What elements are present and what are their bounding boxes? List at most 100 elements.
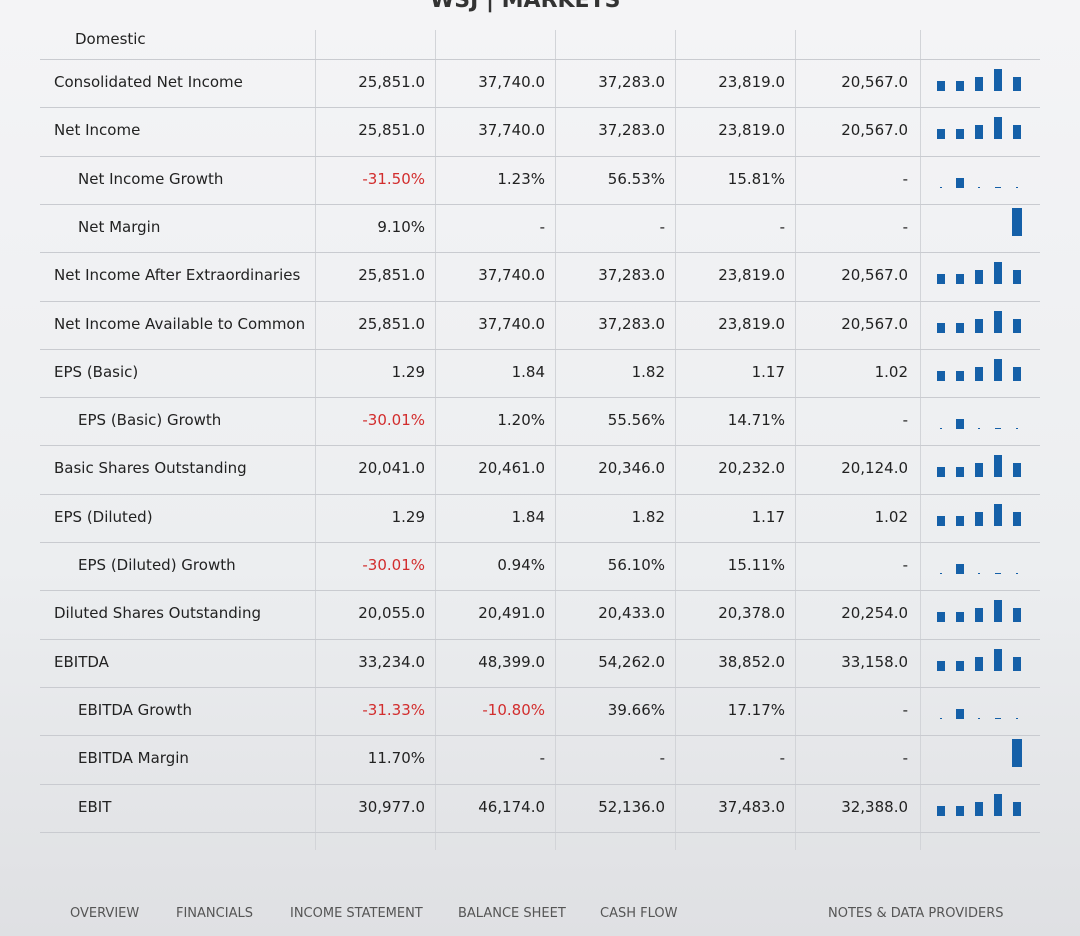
footer-link[interactable]: CASH FLOW bbox=[600, 906, 678, 921]
sparkline-bar bbox=[1013, 463, 1021, 478]
row-divider bbox=[40, 348, 1040, 350]
value-cell: 20,433.0 bbox=[598, 604, 665, 623]
value-cell: 20,567.0 bbox=[841, 314, 908, 333]
value-cell: 20,041.0 bbox=[358, 459, 425, 478]
value-cell: 52,136.0 bbox=[598, 797, 665, 816]
value-cell: - bbox=[902, 217, 908, 236]
value-cell: 1.84 bbox=[511, 362, 545, 381]
footer-link[interactable]: OVERVIEW bbox=[70, 906, 140, 921]
value-cell: 37,740.0 bbox=[478, 266, 545, 285]
value-cell: - bbox=[779, 749, 785, 768]
sparkline-bar bbox=[956, 129, 964, 140]
row-label: EBIT bbox=[78, 797, 112, 816]
row-divider bbox=[40, 493, 1040, 495]
sparkline-bar bbox=[994, 117, 1002, 140]
value-cell: 25,851.0 bbox=[358, 314, 425, 333]
value-cell: 0.94% bbox=[497, 556, 545, 574]
sparkline-bar bbox=[978, 186, 980, 188]
sparkline-bar bbox=[994, 262, 1002, 285]
value-cell: - bbox=[659, 217, 665, 236]
sparkline-bar bbox=[1013, 318, 1021, 333]
column-divider bbox=[555, 30, 556, 850]
column-divider bbox=[315, 30, 316, 850]
value-cell: 1.17 bbox=[751, 507, 785, 526]
footer-link[interactable]: NOTES & DATA PROVIDERS bbox=[828, 906, 1004, 921]
value-cell: -10.80% bbox=[482, 700, 545, 719]
row-divider bbox=[40, 300, 1040, 302]
row-label: Net Margin bbox=[78, 217, 161, 236]
value-cell: 17.17% bbox=[727, 700, 785, 719]
value-cell: - bbox=[539, 217, 545, 236]
sparkline-bar bbox=[940, 428, 942, 430]
sparkline-bar bbox=[937, 322, 945, 333]
value-cell: 20,378.0 bbox=[718, 604, 785, 623]
value-cell: 33,158.0 bbox=[841, 652, 908, 671]
sparkline-bar bbox=[975, 656, 983, 671]
sparkline-bar bbox=[1013, 270, 1021, 285]
sparkline-bar bbox=[1013, 608, 1021, 623]
sparkline-bar bbox=[937, 612, 945, 623]
value-cell: - bbox=[659, 749, 665, 768]
value-cell: 20,232.0 bbox=[718, 459, 785, 478]
sparkline-bar bbox=[975, 77, 983, 91]
value-cell: 20,055.0 bbox=[358, 604, 425, 623]
footer-link[interactable]: BALANCE SHEET bbox=[458, 906, 566, 921]
sparkline-bar bbox=[1012, 207, 1022, 236]
value-cell: -30.01% bbox=[362, 556, 425, 574]
sparkline-bar bbox=[975, 511, 983, 526]
value-cell: 23,819.0 bbox=[718, 266, 785, 285]
value-cell: - bbox=[902, 749, 908, 768]
row-divider bbox=[40, 542, 1040, 543]
row-label: Net Income bbox=[54, 121, 141, 140]
footer-link[interactable]: INCOME STATEMENT bbox=[290, 906, 423, 921]
value-cell: 37,740.0 bbox=[478, 314, 545, 333]
sparkline-bar bbox=[1016, 428, 1018, 430]
sparkline-bar bbox=[978, 717, 980, 719]
sparkline-bar bbox=[956, 515, 964, 526]
sparkline-bar bbox=[1013, 801, 1021, 816]
value-cell: 1.02 bbox=[874, 507, 908, 526]
value-cell: 37,283.0 bbox=[598, 266, 665, 285]
sparkline-bar bbox=[975, 125, 983, 140]
row-label: EPS (Diluted) Growth bbox=[78, 556, 236, 574]
row-label: Net Income After Extraordinaries bbox=[54, 266, 301, 285]
sparkline-bar bbox=[937, 515, 945, 526]
value-cell: 37,740.0 bbox=[478, 121, 545, 140]
row-divider bbox=[40, 445, 1040, 447]
sparkline-bar bbox=[956, 419, 964, 430]
value-cell: - bbox=[902, 411, 908, 430]
sparkline-bar bbox=[994, 793, 1002, 816]
sparkline-bar bbox=[940, 717, 942, 719]
sparkline-bar bbox=[1013, 125, 1021, 140]
value-cell: 15.11% bbox=[727, 556, 785, 574]
value-cell: 48,399.0 bbox=[478, 652, 545, 671]
value-cell: 20,461.0 bbox=[478, 459, 545, 478]
value-cell: 37,740.0 bbox=[478, 73, 545, 91]
value-cell: 15.81% bbox=[727, 169, 785, 188]
value-cell: 37,283.0 bbox=[598, 314, 665, 333]
sparkline-bar bbox=[1016, 186, 1018, 188]
sparkline-bar bbox=[994, 358, 1002, 381]
row-label: EBITDA Margin bbox=[78, 749, 189, 768]
value-cell: 20,567.0 bbox=[841, 121, 908, 140]
sparkline-bar bbox=[1016, 573, 1018, 574]
row-divider bbox=[40, 831, 1040, 833]
row-divider bbox=[40, 735, 1040, 737]
sparkline-bar bbox=[937, 467, 945, 478]
sparkline-bar bbox=[978, 573, 980, 574]
value-cell: - bbox=[902, 556, 908, 574]
row-divider bbox=[40, 638, 1040, 640]
sparkline-bar bbox=[975, 366, 983, 381]
footer-link[interactable]: FINANCIALS bbox=[176, 906, 253, 921]
sparkline-bar bbox=[937, 660, 945, 671]
value-cell: 46,174.0 bbox=[478, 797, 545, 816]
sparkline-bar bbox=[995, 573, 1001, 574]
sparkline-bar bbox=[937, 129, 945, 140]
value-cell: 54,262.0 bbox=[598, 652, 665, 671]
row-label: Basic Shares Outstanding bbox=[54, 459, 247, 478]
value-cell: 38,852.0 bbox=[718, 652, 785, 671]
row-label: EBITDA Growth bbox=[78, 700, 192, 719]
sparkline-bar bbox=[975, 801, 983, 816]
value-cell: 20,567.0 bbox=[841, 266, 908, 285]
sparkline-bar bbox=[956, 708, 964, 719]
